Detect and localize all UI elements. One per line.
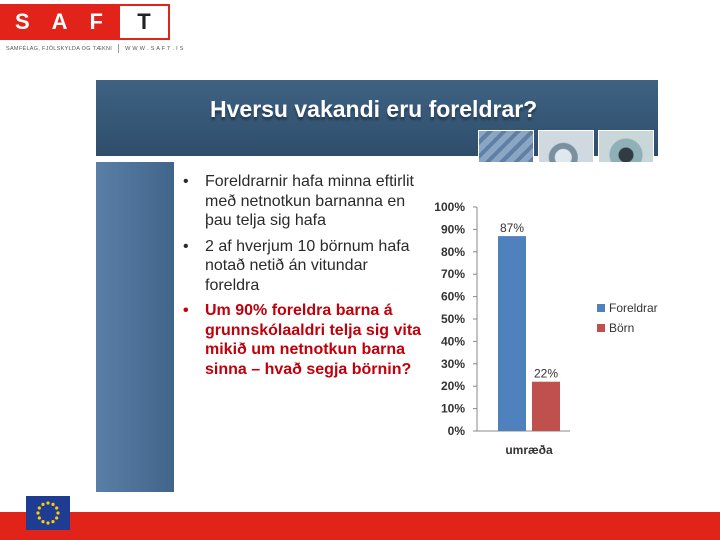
- bullet-dot-icon: •: [183, 302, 189, 319]
- tagline-divider: [118, 44, 120, 53]
- eu-star: [51, 520, 55, 524]
- tagline-url: W W W . S A F T . I S: [125, 45, 184, 52]
- y-tick-label: 0%: [448, 424, 466, 438]
- bar-chart: 0% 10% 20% 30% 40% 50% 60% 70% 80% 90% 100% 87% 22% u…: [425, 196, 675, 466]
- logo-red-block: S A F: [0, 4, 118, 40]
- y-tick-label: 90%: [441, 222, 465, 236]
- eu-star: [41, 502, 45, 506]
- bullet-item: • 2 af hverjum 10 börnum hafa notað netið…: [183, 237, 423, 296]
- logo-letter-t: T: [118, 4, 170, 40]
- legend-label: Börn: [609, 321, 634, 335]
- eu-flag-icon: [26, 496, 70, 530]
- bullet-dot-icon: •: [183, 173, 189, 190]
- saft-logo: S A F T: [0, 4, 170, 40]
- y-tick-label: 20%: [441, 379, 465, 393]
- legend-swatch: [597, 304, 605, 312]
- eu-star: [41, 520, 45, 524]
- bullet-list: • Foreldrarnir hafa minna eftirlit með ne…: [183, 172, 423, 385]
- footer-bar: [0, 512, 720, 540]
- eu-star: [46, 521, 50, 525]
- bullet-item: • Foreldrarnir hafa minna eftirlit með ne…: [183, 172, 423, 231]
- y-tick-label: 40%: [441, 334, 465, 348]
- y-tick-label: 60%: [441, 290, 465, 304]
- bullet-dot-icon: •: [183, 237, 189, 255]
- eu-star: [37, 506, 41, 510]
- eu-star: [55, 506, 59, 510]
- logo-tagline: SAMFÉLAG, FJÖLSKYLDA OG TÆKNI W W W . S A…: [6, 44, 184, 53]
- slide-title: Hversu vakandi eru foreldrar?: [210, 96, 538, 122]
- logo-letter-s: S: [14, 9, 30, 34]
- slide-content: [174, 162, 658, 492]
- y-tick-label: 30%: [441, 357, 465, 371]
- legend-swatch: [597, 324, 605, 332]
- bullet-text: Um 90% foreldra barna á grunnskólaaldri …: [205, 302, 422, 378]
- y-tick-label: 100%: [434, 200, 465, 214]
- logo-letter-f: F: [89, 9, 103, 34]
- y-tick-label: 80%: [441, 245, 465, 259]
- y-tick-label: 50%: [441, 312, 465, 326]
- eu-star: [37, 516, 41, 520]
- slide-sidebar: [96, 162, 174, 492]
- bar-foreldrar: [498, 236, 526, 431]
- eu-star: [46, 501, 50, 505]
- eu-star: [55, 516, 59, 520]
- bar-born: [532, 381, 560, 431]
- eu-star: [36, 511, 40, 515]
- bullet-item-highlight: • Um 90% foreldra barna á grunnskólaaldri…: [183, 301, 423, 379]
- y-tick-label: 10%: [441, 402, 465, 416]
- legend-label: Foreldrar: [609, 301, 658, 315]
- y-tick-label: 70%: [441, 267, 465, 281]
- bar-data-label: 22%: [534, 367, 558, 381]
- tagline-text: SAMFÉLAG, FJÖLSKYLDA OG TÆKNI: [6, 45, 113, 52]
- logo-letter-a: A: [51, 9, 68, 34]
- eu-star: [56, 511, 60, 515]
- bullet-text: Foreldrarnir hafa minna eftirlit með net…: [205, 173, 414, 229]
- x-category-label: umræða: [505, 443, 553, 457]
- bar-data-label: 87%: [500, 221, 524, 235]
- eu-star: [51, 502, 55, 506]
- bar-chart-svg: 0% 10% 20% 30% 40% 50% 60% 70% 80% 90% 100% 87% 22% u…: [434, 200, 658, 457]
- bullet-text: 2 af hverjum 10 börnum hafa notað netið …: [205, 237, 410, 294]
